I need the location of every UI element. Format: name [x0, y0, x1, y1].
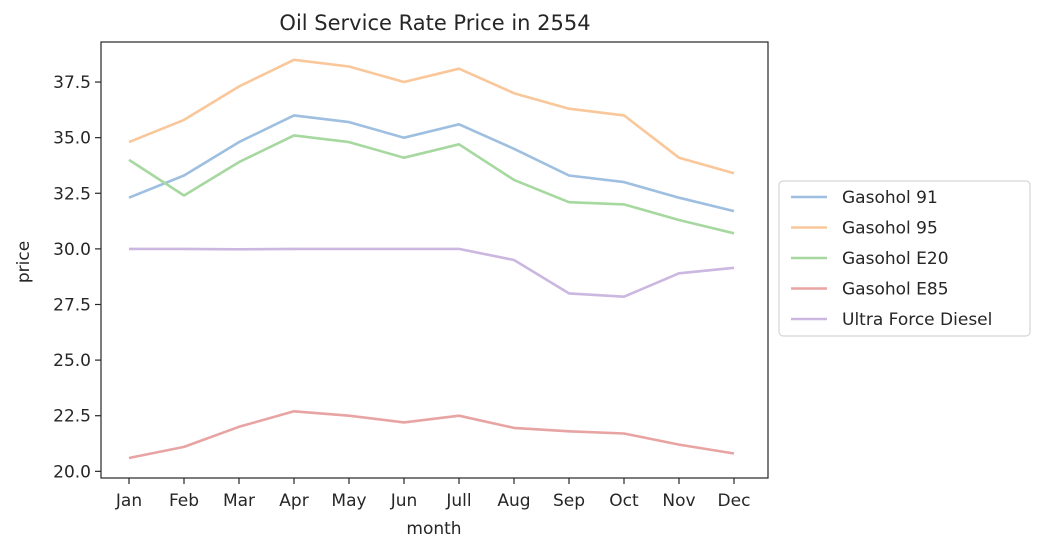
y-tick-label: 37.5	[53, 73, 91, 93]
x-tick-label: Jan	[115, 491, 142, 511]
x-tick-label: Jun	[390, 491, 418, 511]
x-tick-label: Jull	[445, 491, 471, 511]
y-tick-label: 32.5	[53, 184, 91, 204]
chart-title: Oil Service Rate Price in 2554	[279, 11, 590, 35]
y-tick-label: 20.0	[53, 462, 91, 482]
x-tick-label: Feb	[169, 491, 199, 511]
legend-label: Gasohol E85	[842, 280, 949, 300]
x-axis: Jan Feb Mar Apr May Jun Jull Aug Sep Oct Nov Dec	[115, 478, 751, 511]
series-line	[128, 134, 735, 235]
legend-label: Ultra Force Diesel	[842, 310, 992, 330]
x-tick-label: Oct	[609, 491, 639, 511]
y-tick-label: 30.0	[53, 240, 91, 260]
x-tick-label: Nov	[662, 491, 695, 511]
series-line	[129, 247, 735, 299]
legend-label: Gasohol E20	[842, 249, 949, 269]
x-tick-label: May	[331, 491, 366, 511]
x-tick-label: Dec	[718, 491, 751, 511]
y-tick-label: 25.0	[53, 351, 91, 371]
legend-frame	[778, 180, 1031, 337]
y-axis-label: price	[14, 241, 34, 283]
plot-frame	[100, 41, 769, 479]
x-tick-label: Apr	[279, 491, 308, 511]
x-axis-label: month	[406, 519, 461, 539]
x-tick-label: Mar	[223, 491, 255, 511]
y-tick-label: 27.5	[53, 295, 91, 315]
series-line	[128, 58, 735, 175]
legend: Gasohol 91 Gasohol 95 Gasohol E20 Gasohol E…	[778, 180, 1031, 337]
series-lines	[128, 58, 735, 460]
legend-label: Gasohol 91	[842, 188, 938, 208]
y-tick-label: 22.5	[53, 407, 91, 427]
x-tick-label: Aug	[497, 491, 530, 511]
series-line	[128, 409, 735, 460]
series-line	[128, 114, 735, 213]
legend-label: Gasohol 95	[842, 219, 938, 239]
y-tick-label: 35.0	[53, 129, 91, 149]
y-axis: 20.0 22.5 25.0 27.5 30.0 32.5 35.0 37.5	[53, 73, 101, 482]
x-tick-label: Sep	[553, 491, 585, 511]
